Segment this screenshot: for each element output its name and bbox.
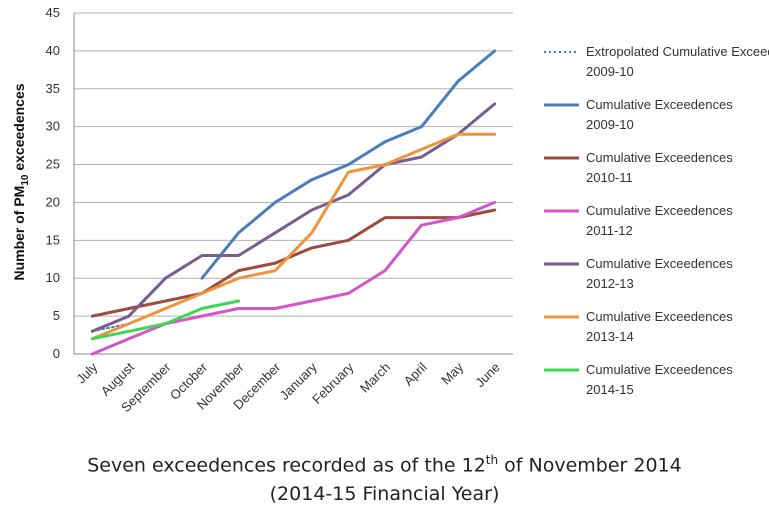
y-tick-label: 0 bbox=[53, 346, 60, 361]
y-tick-label: 15 bbox=[46, 232, 60, 247]
caption-line-2: (2014-15 Financial Year) bbox=[269, 483, 500, 505]
legend-entry: Cumulative Exceedences 2011-12 bbox=[586, 203, 733, 238]
y-tick-label: 25 bbox=[46, 157, 60, 172]
y-tick-label: 35 bbox=[46, 81, 60, 96]
x-tick-label: July bbox=[73, 359, 100, 386]
caption-line-1: Seven exceedences recorded as of the 12t… bbox=[87, 453, 682, 477]
legend: Extropolated Cumulative Exceedences2009-… bbox=[544, 44, 769, 397]
x-tick-label: March bbox=[357, 360, 393, 396]
grid-lines bbox=[74, 12, 513, 317]
y-tick-label: 20 bbox=[46, 194, 60, 209]
y-tick-label: 5 bbox=[53, 308, 60, 323]
legend-entry: Cumulative Exceedences 2014-15 bbox=[586, 362, 733, 397]
y-tick-labels: 0 5 10 15 20 25 30 35 40 45 bbox=[46, 5, 60, 361]
series-line bbox=[90, 132, 497, 341]
series-line bbox=[90, 208, 497, 318]
line-chart: 0 5 10 15 20 25 30 35 40 45 JulyAugustSeptemberOc… bbox=[11, 5, 769, 415]
x-tick-label: April bbox=[401, 359, 430, 388]
legend-entry: Cumulative Exceedences 2010-11 bbox=[586, 150, 733, 185]
series-line bbox=[90, 102, 497, 333]
x-tick-label: February bbox=[309, 359, 357, 407]
y-tick-label: 10 bbox=[46, 270, 60, 285]
series-line bbox=[90, 299, 241, 341]
legend-entry: Cumulative Exceedences 2012-13 bbox=[586, 256, 733, 291]
y-tick-label: 40 bbox=[46, 43, 60, 58]
y-axis-label: Number of PM10 exceedences bbox=[11, 83, 31, 280]
x-tick-labels: JulyAugustSeptemberOctoberNovemberDecemb… bbox=[73, 359, 502, 415]
y-tick-label: 45 bbox=[46, 5, 60, 20]
axes bbox=[73, 13, 513, 355]
legend-entry: Cumulative Exceedences 2009-10 bbox=[586, 97, 733, 132]
x-tick-label: May bbox=[438, 359, 466, 387]
series-lines bbox=[90, 49, 497, 356]
y-tick-label: 30 bbox=[46, 119, 60, 134]
series-line bbox=[200, 49, 497, 280]
legend-entry: Extropolated Cumulative Exceedences2009-… bbox=[586, 44, 769, 79]
x-tick-label: June bbox=[472, 360, 503, 391]
legend-entry: Cumulative Exceedences 2013-14 bbox=[586, 309, 733, 344]
